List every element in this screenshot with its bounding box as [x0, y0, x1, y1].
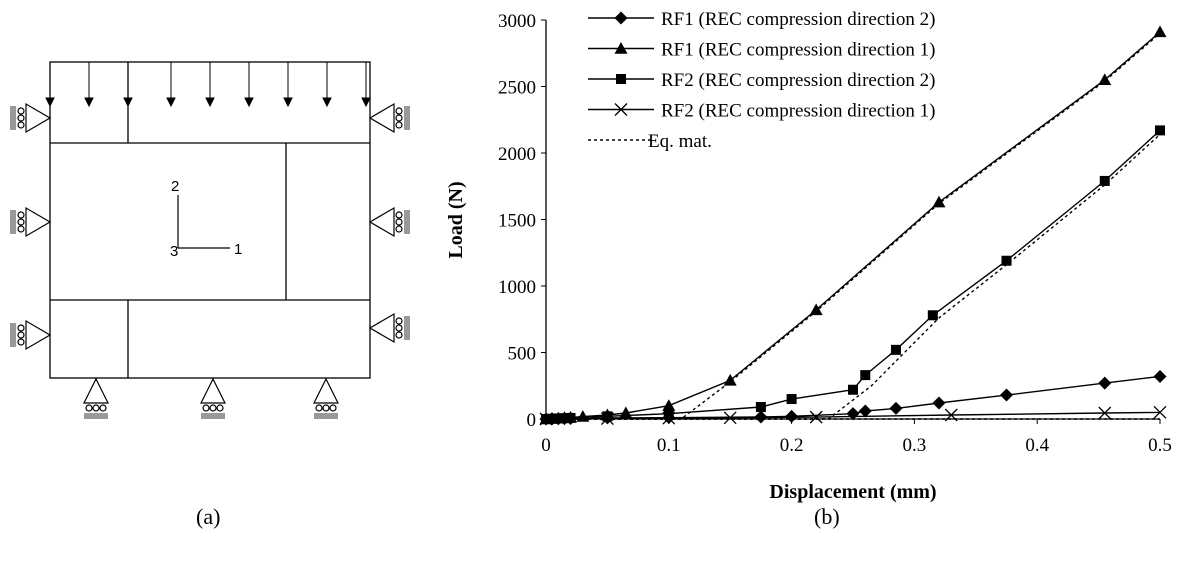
legend-label: Eq. mat.: [648, 131, 712, 152]
data-point-marker: [565, 412, 576, 423]
data-point-marker: [1098, 376, 1112, 390]
series-line: [546, 32, 1161, 420]
chart-legend: RF1 (REC compression direction 2) RF1 (RE…: [588, 9, 935, 152]
data-point-marker: [1001, 255, 1012, 266]
coordinate-axes-triad: 2 1 3: [170, 178, 242, 260]
y-tick-label: 1000: [498, 277, 536, 298]
legend-label: RF2 (REC compression direction 2): [661, 70, 935, 91]
legend-label: RF1 (REC compression direction 1): [661, 40, 935, 61]
legend-item: RF2 (REC compression direction 1): [588, 101, 935, 122]
legend-item: RF2 (REC compression direction 2): [588, 70, 935, 91]
data-point-marker: [723, 411, 737, 425]
data-point-marker: [809, 303, 823, 316]
x-tick-label: 0.2: [780, 435, 804, 456]
y-tick-label: 2000: [498, 144, 536, 165]
data-point-marker: [755, 402, 766, 413]
data-point-marker: [890, 344, 901, 355]
data-point-marker: [1153, 369, 1167, 383]
chart-axes: 0 0.1 0.2 0.3 0.4 0.5 0 500 1000 1500 2000 2500 3000: [498, 11, 1172, 456]
data-point-marker: [785, 409, 799, 423]
y-tick-label: 1500: [498, 211, 536, 232]
legend-marker: [614, 103, 628, 116]
y-tick-label: 2500: [498, 78, 536, 99]
legend-label: RF2 (REC compression direction 1): [661, 101, 935, 122]
series-4: [539, 405, 1167, 426]
x-tick-label: 0: [541, 435, 551, 456]
data-point-marker: [786, 394, 797, 405]
data-point-marker: [602, 411, 613, 422]
data-point-marker: [1155, 125, 1165, 136]
data-point-marker: [1098, 406, 1112, 420]
y-tick-label: 3000: [498, 11, 536, 32]
y-axis-label: Load (N): [445, 181, 467, 258]
series-line: [545, 129, 1161, 420]
data-point-marker: [932, 396, 946, 410]
data-point-marker: [858, 404, 872, 418]
y-tick-label: 500: [508, 344, 537, 365]
legend-item: Eq. mat.: [588, 131, 712, 152]
data-point-marker: [1099, 175, 1110, 186]
legend-marker: [616, 74, 626, 84]
right-roller-supports: [368, 102, 410, 344]
data-point-marker: [663, 408, 674, 419]
data-point-marker: [848, 384, 858, 395]
data-point-marker: [809, 410, 823, 424]
x-tick-label: 0.3: [903, 435, 927, 456]
data-point-marker: [662, 411, 676, 425]
legend-label: RF1 (REC compression direction 2): [661, 9, 935, 30]
series-line: [545, 411, 1161, 420]
x-tick-label: 0.4: [1025, 435, 1049, 456]
axis-1-label: 1: [234, 241, 242, 258]
axis-2-label: 2: [171, 178, 179, 195]
legend-marker: [614, 42, 628, 54]
series-5: [546, 32, 1161, 420]
left-roller-supports: [10, 102, 52, 351]
x-tick-label: 0.5: [1148, 435, 1172, 456]
data-point-marker: [927, 310, 938, 321]
data-point-marker: [932, 195, 946, 208]
axis-3-label: 3: [170, 243, 178, 260]
data-point-marker: [1098, 73, 1112, 86]
x-tick-label: 0.1: [657, 435, 681, 456]
chart-plot-area: [539, 25, 1167, 426]
applied-load-arrows: [45, 62, 371, 108]
panel-a-caption: (a): [196, 504, 221, 529]
data-point-marker: [1153, 25, 1167, 38]
legend-item: RF1 (REC compression direction 1): [588, 40, 935, 61]
legend-marker: [614, 11, 628, 25]
panel-b-caption: (b): [814, 504, 840, 529]
x-axis-label: Displacement (mm): [769, 481, 936, 503]
data-point-marker: [860, 370, 871, 381]
legend-item: RF1 (REC compression direction 2): [588, 9, 935, 30]
panel-a-model-diagram: 2 1 3: [10, 61, 410, 419]
series-3: [541, 125, 1165, 424]
data-point-marker: [889, 401, 903, 415]
data-point-marker: [1153, 405, 1167, 419]
data-point-marker: [723, 373, 737, 386]
data-point-marker: [846, 407, 860, 421]
bottom-roller-supports: [83, 377, 339, 419]
y-tick-label: 0: [527, 410, 537, 431]
data-point-marker: [1000, 388, 1013, 402]
data-point-marker: [662, 399, 676, 411]
